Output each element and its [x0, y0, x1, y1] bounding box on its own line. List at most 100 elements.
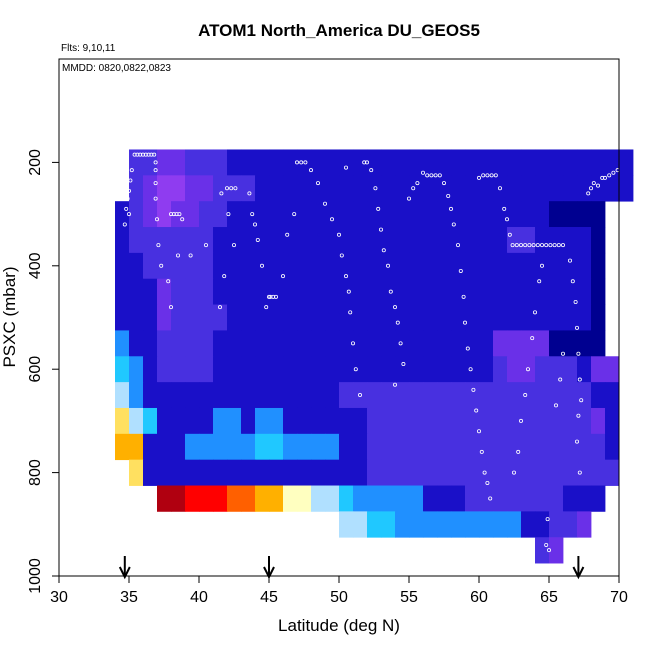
heatmap-cell	[269, 304, 284, 331]
heatmap-cell	[143, 433, 158, 461]
heatmap-cell	[311, 278, 326, 305]
track-point	[152, 152, 157, 157]
heatmap-cell	[115, 356, 130, 383]
heatmap-cell	[577, 511, 592, 538]
track-point	[153, 160, 158, 165]
heatmap-cell	[241, 201, 256, 228]
heatmap-cell	[255, 459, 270, 486]
heatmap-cell	[395, 511, 410, 538]
heatmap-cell	[269, 278, 284, 305]
track-point	[523, 243, 528, 248]
track-point	[336, 232, 341, 237]
heatmap-cell	[479, 330, 494, 357]
track-point	[127, 212, 132, 217]
track-point	[556, 243, 561, 248]
heatmap-cell	[339, 330, 354, 357]
heatmap-cell	[115, 252, 130, 280]
heatmap-cell	[199, 304, 214, 331]
heatmap-cell	[185, 433, 200, 461]
heatmap-cell	[465, 382, 480, 409]
heatmap-cell	[521, 149, 536, 176]
heatmap-cell	[185, 304, 200, 331]
heatmap-cell	[591, 304, 606, 331]
heatmap-cell	[255, 382, 270, 409]
track-point	[303, 160, 308, 165]
heatmap-cell	[493, 149, 508, 176]
heatmap-cell	[409, 227, 424, 254]
track-point	[222, 274, 227, 279]
heatmap-cell	[297, 227, 312, 254]
heatmap-cell	[339, 278, 354, 305]
heatmap-cell	[269, 149, 284, 176]
heatmap-cell	[325, 459, 340, 486]
track-point	[502, 206, 507, 211]
heatmap-cell	[143, 227, 158, 254]
heatmap-cell	[409, 175, 424, 202]
heatmap-cell	[115, 227, 130, 254]
track-point	[411, 186, 416, 191]
heatmap-cell	[297, 485, 312, 512]
heatmap-cell	[269, 382, 284, 409]
x-tick-label: 45	[260, 589, 278, 606]
heatmap-cell	[367, 407, 382, 435]
heatmap-cell	[241, 304, 256, 331]
heatmap-cell	[353, 459, 368, 486]
heatmap-cell	[409, 252, 424, 280]
track-point	[166, 279, 171, 284]
heatmap-cell	[143, 175, 158, 202]
heatmap-cell	[325, 175, 340, 202]
track-point	[398, 341, 403, 346]
track-point	[395, 320, 400, 325]
heatmap-cell	[213, 459, 228, 486]
heatmap-cell	[367, 278, 382, 305]
track-point	[576, 413, 581, 418]
heatmap-cell	[451, 330, 466, 357]
heatmap-cell	[143, 304, 158, 331]
heatmap-cell	[199, 175, 214, 202]
heatmap-cell	[451, 382, 466, 409]
heatmap-cell	[199, 485, 214, 512]
track-point	[575, 439, 580, 444]
track-point	[573, 299, 578, 304]
heatmap-cell	[507, 227, 522, 254]
track-point	[285, 232, 290, 237]
heatmap-cell	[395, 252, 410, 280]
track-point	[579, 398, 584, 403]
heatmap-cell	[353, 201, 368, 228]
heatmap-cell	[199, 407, 214, 435]
heatmap-cell	[451, 149, 466, 176]
heatmap-cell	[605, 149, 620, 176]
heatmap-cell	[381, 304, 396, 331]
track-point	[575, 325, 580, 330]
heatmap-cell	[213, 252, 228, 280]
heatmap-cell	[353, 511, 368, 538]
heatmap-cell	[549, 356, 564, 383]
heatmap-cell	[549, 382, 564, 409]
heatmap-cell	[549, 407, 564, 435]
heatmap-cell	[339, 149, 354, 176]
heatmap-cell	[115, 433, 130, 461]
track-point	[401, 362, 406, 367]
heatmap-cell	[395, 201, 410, 228]
heatmap-cell	[535, 330, 550, 357]
track-point	[369, 168, 374, 173]
heatmap-cell	[199, 330, 214, 357]
flights-annotation: Flts: 9,10,11	[61, 43, 116, 54]
heatmap-cell	[185, 382, 200, 409]
heatmap-cell	[507, 278, 522, 305]
heatmap-cell	[577, 201, 592, 228]
heatmap-cell	[297, 356, 312, 383]
heatmap-cell	[619, 149, 634, 176]
heatmap-cell	[213, 304, 228, 331]
heatmap-cell	[507, 459, 522, 486]
heatmap-cell	[507, 149, 522, 176]
heatmap-cell	[269, 227, 284, 254]
heatmap-cell	[129, 407, 144, 435]
heatmap-cell	[535, 459, 550, 486]
heatmap-cell	[339, 175, 354, 202]
track-point	[497, 186, 502, 191]
heatmap-cell	[255, 227, 270, 254]
heatmap-cell	[465, 201, 480, 228]
heatmap-cell	[479, 407, 494, 435]
heatmap-cell	[521, 252, 536, 280]
